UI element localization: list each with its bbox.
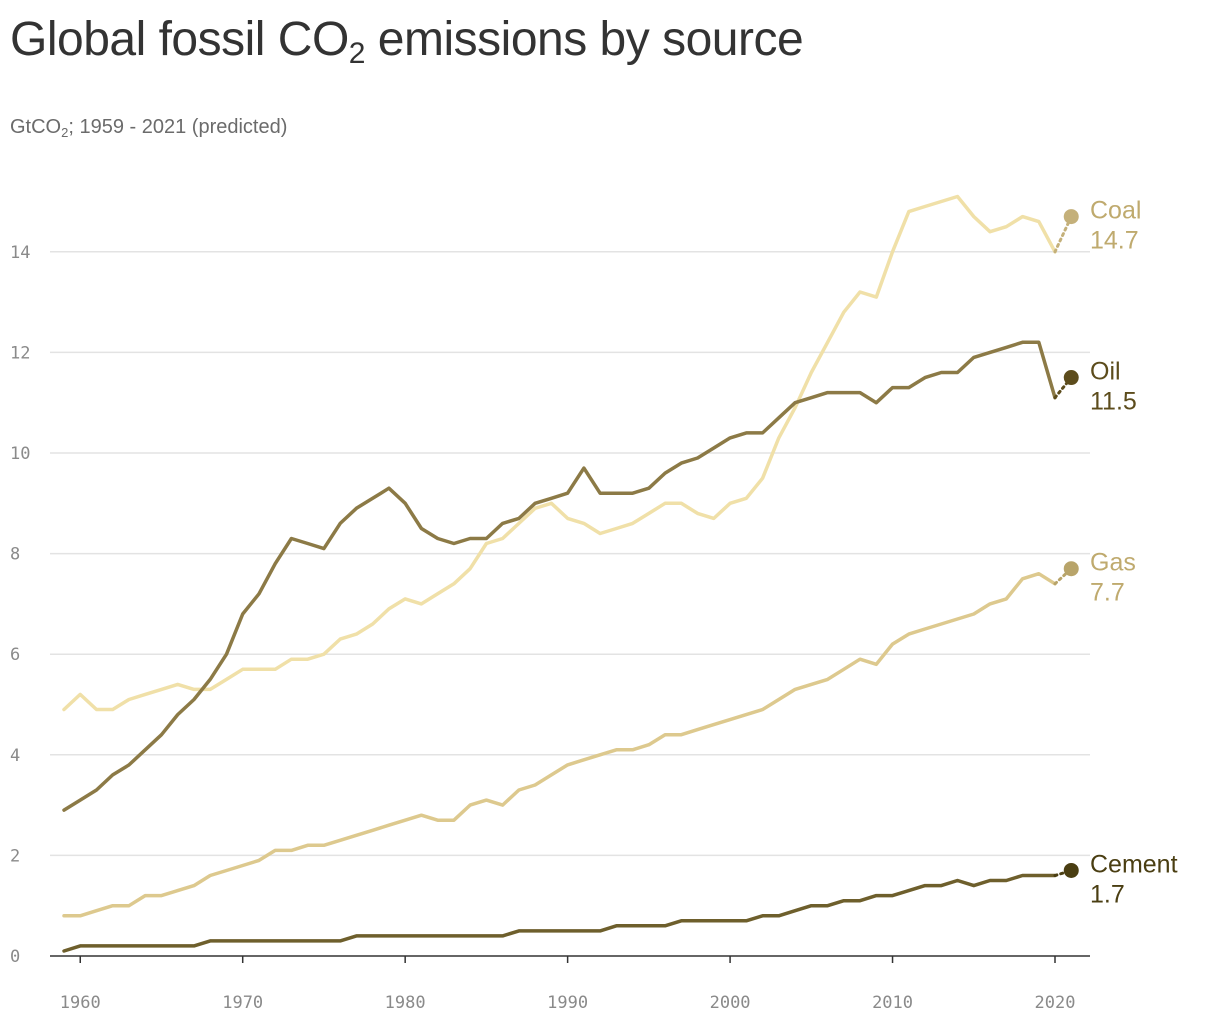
y-tick-label-12: 12 xyxy=(10,343,30,363)
cement-series-label: Cement xyxy=(1090,850,1178,878)
oil-series-line xyxy=(62,340,1057,812)
coal-value-label: 14.7 xyxy=(1090,227,1139,255)
coal-series-line xyxy=(62,194,1057,712)
oil-series-label: Oil xyxy=(1090,358,1121,386)
y-tick-label-10: 10 xyxy=(10,444,30,464)
chart-subtitle: GtCO2; 1959 - 2021 (predicted) xyxy=(10,116,288,140)
x-tick-label-2010: 2010 xyxy=(872,993,913,1013)
y-tick-label-4: 4 xyxy=(10,746,20,766)
oil-predicted-point xyxy=(1063,370,1079,386)
gas-value-label: 7.7 xyxy=(1090,579,1125,607)
x-tick-label-2000: 2000 xyxy=(710,993,751,1013)
x-tick-label-2020: 2020 xyxy=(1035,993,1076,1013)
y-tick-label-6: 6 xyxy=(10,645,20,665)
x-tick-label-1960: 1960 xyxy=(60,993,101,1013)
oil-value-label: 11.5 xyxy=(1090,388,1137,416)
y-tick-label-14: 14 xyxy=(10,243,30,263)
oil-predicted-connector xyxy=(1053,376,1073,400)
y-tick-label-0: 0 xyxy=(10,947,20,967)
y-tick-label-8: 8 xyxy=(10,545,20,565)
gas-predicted-point xyxy=(1063,561,1079,577)
gas-series-label: Gas xyxy=(1090,549,1136,577)
cement-series-line xyxy=(62,873,1057,953)
gas-series-line xyxy=(62,571,1057,918)
coal-series-label: Coal xyxy=(1090,197,1141,225)
x-tick-label-1970: 1970 xyxy=(222,993,263,1013)
x-tick-label-1990: 1990 xyxy=(547,993,588,1013)
y-tick-label-2: 2 xyxy=(10,846,20,866)
x-tick-label-1980: 1980 xyxy=(385,993,426,1013)
cement-predicted-point xyxy=(1063,862,1079,878)
coal-predicted-point xyxy=(1063,209,1079,225)
chart-title: Global fossil CO2 emissions by source xyxy=(10,13,804,70)
cement-value-label: 1.7 xyxy=(1090,880,1125,908)
